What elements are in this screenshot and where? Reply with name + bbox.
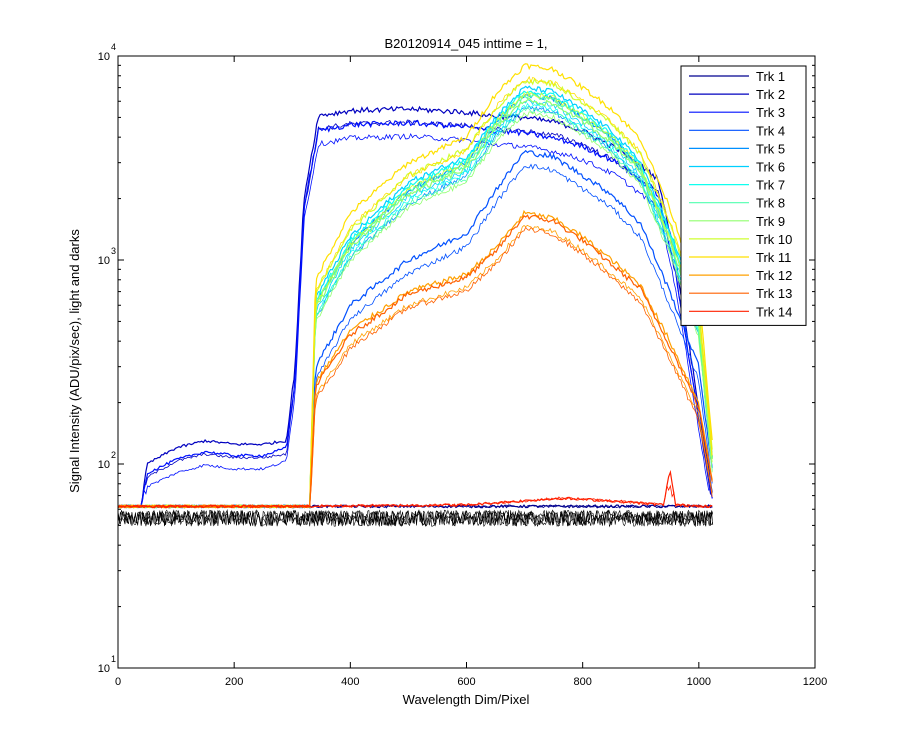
legend-label: Trk 2 [756, 87, 785, 102]
legend-label: Trk 6 [756, 160, 785, 175]
legend-label: Trk 8 [756, 196, 785, 211]
series-trk-3 [117, 120, 713, 509]
y-tick-label-base: 10 [98, 255, 110, 267]
y-tick-label-base: 10 [98, 459, 110, 471]
legend-label: Trk 13 [756, 286, 792, 301]
legend-label: Trk 1 [756, 69, 785, 84]
y-tick-label-exponent: 4 [111, 42, 116, 52]
legend-label: Trk 11 [756, 250, 791, 265]
series-trk-2 [117, 105, 713, 509]
legend-label: Trk 10 [756, 232, 792, 247]
x-tick-label: 200 [225, 676, 243, 688]
y-tick-label-exponent: 3 [111, 246, 116, 256]
legend-label: Trk 3 [756, 105, 785, 120]
legend-label: Trk 5 [756, 141, 785, 156]
legend-label: Trk 4 [756, 123, 785, 138]
x-tick-label: 600 [457, 676, 475, 688]
dark-frame-line [117, 509, 714, 528]
x-tick-label: 1200 [803, 676, 827, 688]
series-line [117, 224, 713, 509]
legend-label: Trk 14 [756, 304, 792, 319]
x-tick-label: 800 [573, 676, 591, 688]
legend-label: Trk 9 [756, 214, 785, 229]
legend-label: Trk 7 [756, 178, 785, 193]
y-tick-label-base: 10 [98, 663, 110, 675]
series-line [117, 484, 713, 509]
series-trk-14 [117, 469, 713, 509]
series-line [117, 119, 713, 508]
y-tick-label-base: 10 [98, 51, 110, 63]
x-axis-label: Wavelength Dim/Pixel [403, 692, 530, 707]
x-tick-label: 1000 [687, 676, 711, 688]
y-tick-label-exponent: 2 [111, 450, 116, 460]
series-line [117, 133, 713, 509]
legend-label: Trk 12 [756, 268, 792, 283]
y-axis-label: Signal Intensity (ADU/pix/sec), light an… [67, 229, 82, 493]
series-line [117, 120, 713, 509]
series-line [117, 105, 713, 509]
y-tick-label-exponent: 1 [111, 654, 116, 664]
legend-box [680, 65, 807, 326]
chart-title: B20120914_045 inttime = 1, [385, 36, 548, 51]
x-tick-label: 0 [115, 676, 121, 688]
x-tick-label: 400 [341, 676, 359, 688]
legend: Trk 1 Trk 2 Trk 3 Trk 4 Trk 5 Trk 6 Trk 7 Trk 8… [680, 65, 807, 326]
x-axis: 0 200 400 600 800 1000 1200 [115, 56, 827, 688]
darks-band [117, 509, 714, 528]
series-layer [117, 63, 714, 528]
